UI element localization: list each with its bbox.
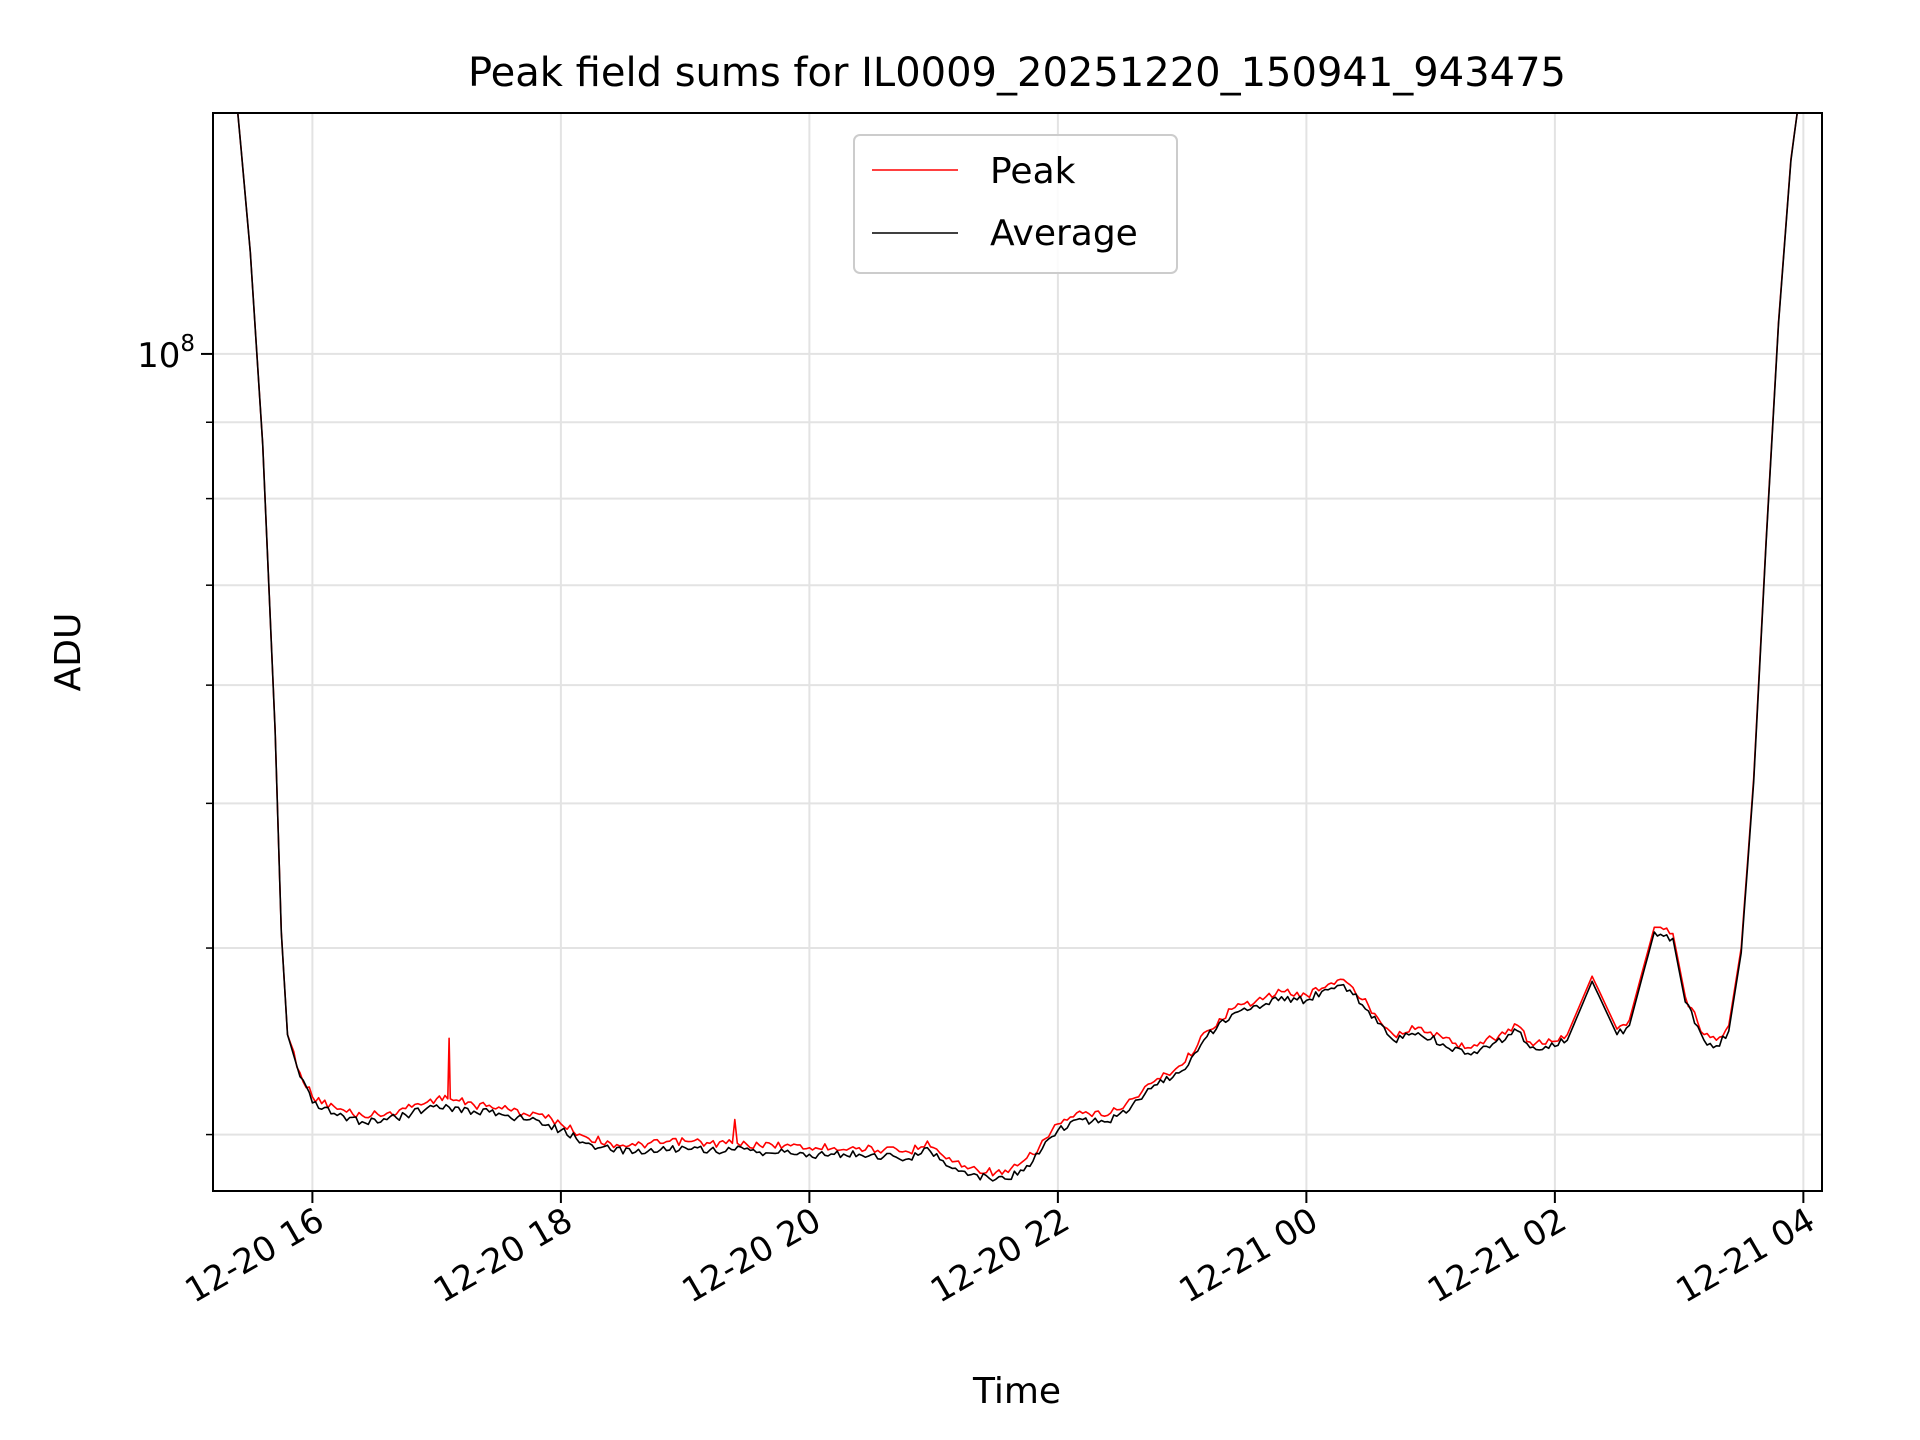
grid xyxy=(213,113,1822,1191)
y-axis-label: ADU xyxy=(48,613,89,692)
plot-frame xyxy=(212,112,1823,1192)
legend-label-average: Average xyxy=(990,213,1138,254)
x-axis-label: Time xyxy=(972,1371,1061,1412)
series-line-average xyxy=(237,112,1798,1182)
series-line-peak xyxy=(237,112,1798,1177)
series-layer xyxy=(237,112,1798,1182)
legend-label-peak: Peak xyxy=(990,151,1076,192)
chart-title: Peak field sums for IL0009_20251220_1509… xyxy=(468,50,1566,96)
legend: Peak Average xyxy=(853,134,1178,274)
y-tick-label: 108 xyxy=(137,331,195,376)
